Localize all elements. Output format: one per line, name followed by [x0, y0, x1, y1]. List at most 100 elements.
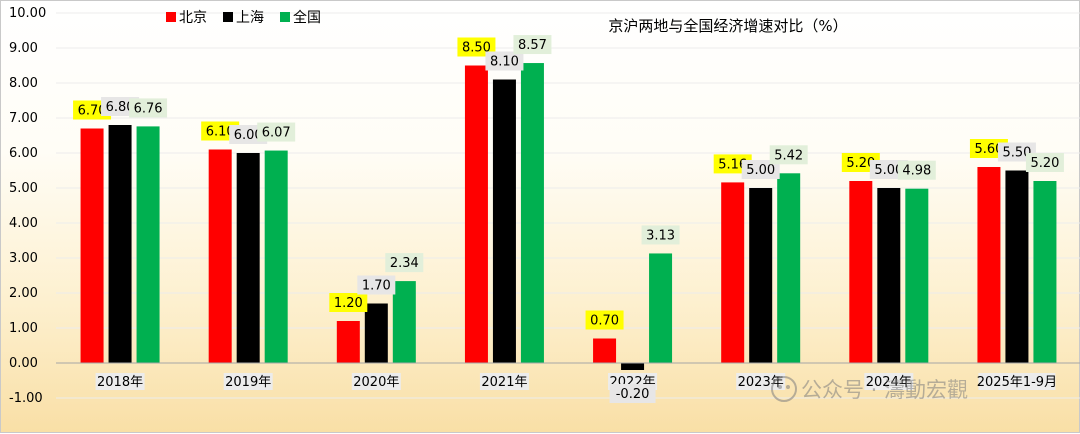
bar-beijing	[336, 321, 360, 363]
data-label-bg	[485, 51, 524, 71]
bar-national	[777, 173, 801, 363]
bar-beijing	[593, 338, 617, 363]
data-label: 5.42	[774, 148, 803, 163]
legend-swatch	[223, 12, 233, 22]
data-label: 6.10	[206, 125, 235, 140]
bar-beijing	[208, 149, 232, 363]
legend: 北京 上海 全国	[166, 9, 321, 26]
x-category-label: 2020年	[353, 375, 399, 390]
data-label-bg	[257, 122, 296, 142]
data-label: 5.60	[974, 142, 1003, 157]
data-label: -0.20	[616, 387, 650, 402]
y-tick-label: 4.00	[9, 216, 38, 231]
bar-national	[905, 188, 929, 363]
bar-beijing	[464, 65, 488, 363]
x-category-label: 2019年	[225, 375, 271, 390]
bar-national	[520, 63, 544, 364]
data-label: 5.20	[1030, 156, 1059, 171]
y-tick-label: 9.00	[9, 41, 38, 56]
data-label: 5.00	[874, 163, 903, 178]
x-category-label: 2025年1-9月	[977, 375, 1057, 390]
y-tick-label: -1.00	[9, 391, 43, 406]
data-label: 8.50	[462, 41, 491, 56]
data-label: 2.34	[390, 256, 419, 271]
bar-beijing	[721, 182, 745, 363]
bar-shanghai	[749, 188, 773, 363]
bar-national	[136, 126, 160, 364]
data-label-bg	[897, 160, 936, 180]
y-tick-label: 5.00	[9, 181, 38, 196]
legend-label: 北京	[179, 10, 207, 26]
legend-label: 上海	[236, 10, 264, 26]
data-label-bg	[585, 310, 624, 330]
y-tick-label: 6.00	[9, 146, 38, 161]
data-label-bg	[357, 275, 396, 295]
bar-beijing	[977, 167, 1001, 363]
x-category-label: 2021年	[481, 375, 527, 390]
x-category-label-bg	[978, 373, 1056, 390]
watermark: 公众号 · 濤動宏觀	[771, 376, 968, 402]
wechat-icon-eye-left	[778, 385, 782, 389]
data-label: 5.20	[846, 156, 875, 171]
data-label: 4.98	[902, 164, 931, 179]
y-tick-label: 3.00	[9, 251, 38, 266]
data-label: 8.10	[490, 55, 519, 70]
data-label-bg	[769, 145, 808, 165]
y-tick-label: 10.00	[9, 6, 46, 21]
legend-swatch	[166, 12, 176, 22]
data-label: 6.70	[78, 104, 107, 119]
data-label: 5.50	[1002, 146, 1031, 161]
y-tick-label: 7.00	[9, 111, 38, 126]
y-tick-label: 1.00	[9, 321, 38, 336]
y-tick-label: 8.00	[9, 76, 38, 91]
x-category-label: 2018年	[97, 375, 143, 390]
data-label: 3.13	[646, 228, 675, 243]
data-label-bg	[129, 98, 168, 118]
x-category-label-bg	[223, 373, 273, 390]
wechat-icon-eye-right	[786, 385, 790, 389]
data-label: 1.70	[362, 279, 391, 294]
bar-shanghai	[492, 79, 516, 363]
bar-shanghai	[364, 303, 388, 363]
data-label: 6.00	[234, 128, 263, 143]
x-category-label-bg	[351, 373, 401, 390]
bar-shanghai	[1005, 170, 1029, 363]
data-label-bg	[741, 160, 780, 179]
data-label: 6.80	[106, 100, 135, 115]
data-label: 1.20	[334, 296, 363, 311]
legend-label: 全国	[293, 9, 321, 26]
y-tick-label: 0.00	[9, 356, 38, 371]
bar-shanghai	[621, 363, 645, 370]
bar-shanghai	[108, 125, 132, 363]
bar-beijing	[849, 181, 873, 363]
data-label: 5.00	[746, 163, 775, 178]
chart-title: 京沪两地与全国经济增速对比（%）	[608, 17, 847, 35]
bar-national	[392, 281, 416, 363]
data-label-bg	[1025, 153, 1064, 172]
watermark-text: 公众号 · 濤動宏觀	[801, 378, 968, 402]
bar-national	[264, 150, 288, 363]
bar-national	[649, 253, 673, 363]
wechat-icon	[771, 376, 797, 402]
x-axis-categories: 2018年 2019年 2020年 2021年 2022年 2023年 2024年 2025年…	[95, 373, 1057, 390]
data-labels: 6.70 6.80 6.76 6.10 6.00 6.07 1.20 1.70 2.34 8.50…	[73, 35, 1064, 403]
data-label-bg	[641, 225, 680, 245]
bar-beijing	[80, 128, 104, 363]
bars	[80, 63, 1057, 370]
data-label-bg	[513, 35, 552, 55]
data-label-bg	[385, 253, 424, 273]
bar-shanghai	[877, 188, 901, 363]
x-category-label-bg	[479, 373, 529, 390]
bar-national	[1033, 181, 1057, 363]
data-label: 6.76	[134, 101, 163, 116]
legend-swatch	[280, 12, 290, 22]
bar-shanghai	[236, 153, 260, 363]
data-label: 6.07	[262, 126, 291, 141]
x-category-label-bg	[864, 373, 914, 390]
data-label: 8.57	[518, 38, 547, 53]
x-category-label: 2023年	[738, 375, 784, 390]
data-label-bg	[329, 293, 368, 312]
y-axis: 10.00 9.00 8.00 7.00 6.00 5.00 4.00 3.00 2.00 1.0…	[9, 6, 46, 406]
y-tick-label: 2.00	[9, 286, 38, 301]
